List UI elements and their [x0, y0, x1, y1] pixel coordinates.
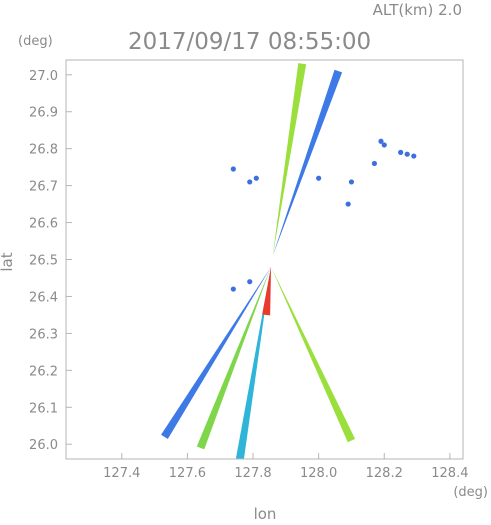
- y-tick-label-26.4: 26.4: [29, 290, 58, 305]
- radar-streak-2: [196, 266, 272, 450]
- echo-point-7: [348, 179, 355, 185]
- echo-point-13: [230, 286, 236, 292]
- x-tick-label-128.0: 128.0: [300, 466, 337, 481]
- axis-layer: 127.4 127.6 127.8 128.0 128.2 128.4 26.0 26.1 26…: [29, 69, 468, 481]
- echo-point-11: [253, 175, 259, 181]
- radar-streak-1: [161, 266, 272, 439]
- plot-frame: [65, 59, 464, 460]
- radar-streak-3: [235, 266, 272, 460]
- echo-point-3: [398, 149, 404, 155]
- echo-point-5: [411, 153, 417, 159]
- x-tick-label-128.2: 128.2: [366, 466, 403, 481]
- echo-point-8: [345, 201, 351, 207]
- radar-data-layer: [161, 63, 417, 460]
- echo-point-1: [378, 138, 384, 144]
- y-tick-label-27.0: 27.0: [29, 69, 58, 84]
- echo-point-9: [316, 175, 322, 181]
- y-tick-label-26.0: 26.0: [29, 438, 58, 453]
- echo-point-4: [404, 151, 410, 157]
- y-tick-label-26.1: 26.1: [29, 401, 58, 416]
- y-tick-label-26.8: 26.8: [29, 143, 58, 158]
- echo-point-12: [230, 166, 236, 172]
- echo-point-2: [381, 142, 387, 148]
- echo-point-6: [371, 160, 378, 167]
- y-axis-label: lat: [0, 252, 16, 271]
- altitude-label: ALT(km) 2.0: [373, 1, 462, 19]
- x-tick-label-127.8: 127.8: [234, 466, 271, 481]
- y-tick-label-26.6: 26.6: [29, 217, 58, 232]
- echo-point-14: [247, 279, 253, 285]
- x-unit-label: (deg): [453, 485, 488, 500]
- x-tick-label-127.6: 127.6: [169, 466, 206, 481]
- y-tick-label-26.2: 26.2: [29, 364, 58, 379]
- y-tick-label-26.3: 26.3: [29, 327, 58, 342]
- radar-streak-5: [262, 266, 272, 316]
- y-tick-label-26.5: 26.5: [29, 254, 58, 269]
- y-tick-label-26.9: 26.9: [29, 106, 58, 121]
- radar-streak-6: [272, 63, 307, 256]
- x-axis-label: lon: [254, 505, 277, 521]
- x-tick-label-127.4: 127.4: [103, 466, 140, 481]
- radar-streak-7: [272, 69, 343, 256]
- y-unit-label: (deg): [18, 34, 53, 49]
- y-tick-label-26.7: 26.7: [29, 180, 58, 195]
- chart-title-timestamp: 2017/09/17 08:55:00: [128, 29, 371, 55]
- x-tick-label-128.4: 128.4: [431, 466, 468, 481]
- radar-streak-4: [271, 266, 356, 443]
- echo-point-10: [247, 179, 253, 185]
